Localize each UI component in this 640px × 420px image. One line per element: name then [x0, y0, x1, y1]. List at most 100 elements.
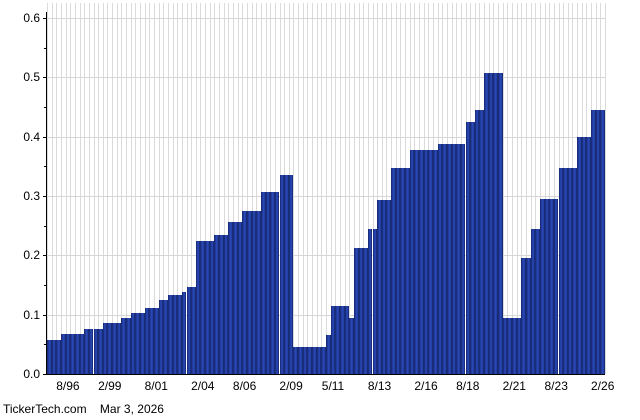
- v-gridline: [167, 3, 169, 374]
- chart-footer: TickerTech.com Mar 3, 2026: [3, 402, 164, 417]
- v-gridline: [233, 3, 234, 374]
- chart-bar: [321, 347, 326, 374]
- chart-bar: [493, 72, 499, 374]
- v-gridline: [130, 3, 132, 374]
- x-axis-line: [43, 374, 605, 375]
- v-gridline: [330, 3, 332, 374]
- h-gridline: [47, 255, 605, 257]
- y-minor-tick-mark: [44, 285, 47, 286]
- x-tick-label: 8/96: [56, 379, 80, 393]
- chart-bar: [121, 318, 127, 374]
- chart-bar: [423, 149, 429, 374]
- v-gridline: [326, 3, 327, 374]
- chart-bar: [242, 210, 247, 374]
- v-gridline: [535, 3, 537, 374]
- v-gridline: [79, 3, 81, 374]
- v-gridline: [349, 3, 351, 374]
- chart-bar: [209, 240, 215, 374]
- chart-bar: [172, 294, 178, 374]
- v-gridline: [98, 3, 100, 374]
- y-tick-mark: [43, 17, 47, 19]
- chart-bar: [102, 323, 108, 374]
- v-gridline: [312, 3, 314, 374]
- y-tick-label: 0.1: [23, 307, 40, 322]
- chart-bar: [298, 347, 303, 374]
- chart-bar: [214, 234, 220, 374]
- y-minor-tick-mark: [44, 47, 47, 49]
- plot-area: 8/96 2/99 8/01 2/04 8/06 2/09 5/11 8/13 2/16 8/18…: [47, 0, 614, 420]
- v-gridline: [102, 3, 104, 374]
- y-minor-tick-mark: [44, 106, 47, 108]
- chart-bar: [405, 168, 410, 374]
- v-gridline: [107, 3, 109, 374]
- h-gridline: [47, 17, 605, 19]
- chart-bar: [265, 192, 271, 374]
- y-minor-tick-mark: [44, 166, 47, 168]
- chart-bar: [563, 168, 568, 374]
- chart-bar: [251, 210, 257, 374]
- chart-bar: [400, 168, 406, 374]
- chart-bar: [167, 294, 173, 374]
- v-gridline: [88, 3, 90, 374]
- v-gridline: [195, 3, 197, 374]
- v-gridline: [149, 3, 151, 374]
- chart-bar: [521, 258, 526, 374]
- chart-bar: [558, 168, 564, 374]
- chart-bar: [488, 72, 494, 374]
- v-gridline: [605, 3, 606, 374]
- h-gridline: [47, 314, 605, 316]
- v-gridline: [140, 3, 141, 374]
- y-tick-label: 0.2: [23, 248, 40, 263]
- chart-bar: [484, 72, 489, 374]
- chart-bar: [302, 347, 308, 374]
- v-gridline: [251, 3, 253, 374]
- chart-bar: [530, 228, 536, 374]
- chart-bar: [279, 174, 285, 374]
- chart-bar: [465, 121, 471, 374]
- x-tick-label: 2/16: [414, 379, 438, 393]
- chart-bar: [288, 174, 294, 374]
- chart-bar: [284, 174, 289, 374]
- chart-bar: [549, 198, 554, 374]
- x-tick-label: 8/23: [544, 379, 568, 393]
- chart-bar: [219, 234, 224, 374]
- v-gridline: [344, 3, 346, 374]
- chart-bar: [553, 198, 559, 374]
- chart-bar: [70, 333, 75, 374]
- chart-bar: [377, 200, 382, 374]
- h-gridline: [47, 136, 605, 138]
- chart-bar: [460, 144, 466, 374]
- v-gridline: [260, 3, 262, 374]
- chart-bar: [135, 312, 140, 374]
- chart-bar: [363, 247, 368, 374]
- v-gridline: [144, 3, 146, 374]
- chart-bar: [237, 222, 243, 374]
- chart-bar: [456, 144, 461, 374]
- v-gridline: [51, 3, 53, 374]
- chart-bar: [274, 192, 280, 374]
- chart-bar: [535, 228, 540, 374]
- chart-bar: [228, 222, 233, 374]
- chart-bar: [437, 144, 443, 374]
- y-tick-mark: [43, 255, 47, 257]
- v-gridline: [316, 3, 318, 374]
- chart-bar: [516, 317, 522, 374]
- v-gridline: [358, 3, 360, 374]
- y-tick-mark: [43, 136, 47, 138]
- footer-date-label: Mar 3, 2026: [99, 402, 164, 416]
- v-gridline: [302, 3, 304, 374]
- v-gridline: [502, 3, 504, 374]
- chart-bar: [409, 149, 415, 374]
- chart-bar: [56, 339, 61, 374]
- y-tick-mark: [43, 196, 47, 197]
- x-tick-label: 2/99: [98, 379, 122, 393]
- x-tick-label: 8/13: [367, 379, 392, 393]
- y-tick-label: 0.3: [23, 189, 40, 203]
- chart-bar: [525, 258, 531, 374]
- chart-bar: [200, 240, 206, 374]
- chart-bar: [316, 347, 322, 374]
- chart-bar: [326, 334, 331, 374]
- chart-bar: [191, 287, 196, 374]
- chart-bar: [391, 168, 396, 374]
- v-gridline: [219, 3, 221, 374]
